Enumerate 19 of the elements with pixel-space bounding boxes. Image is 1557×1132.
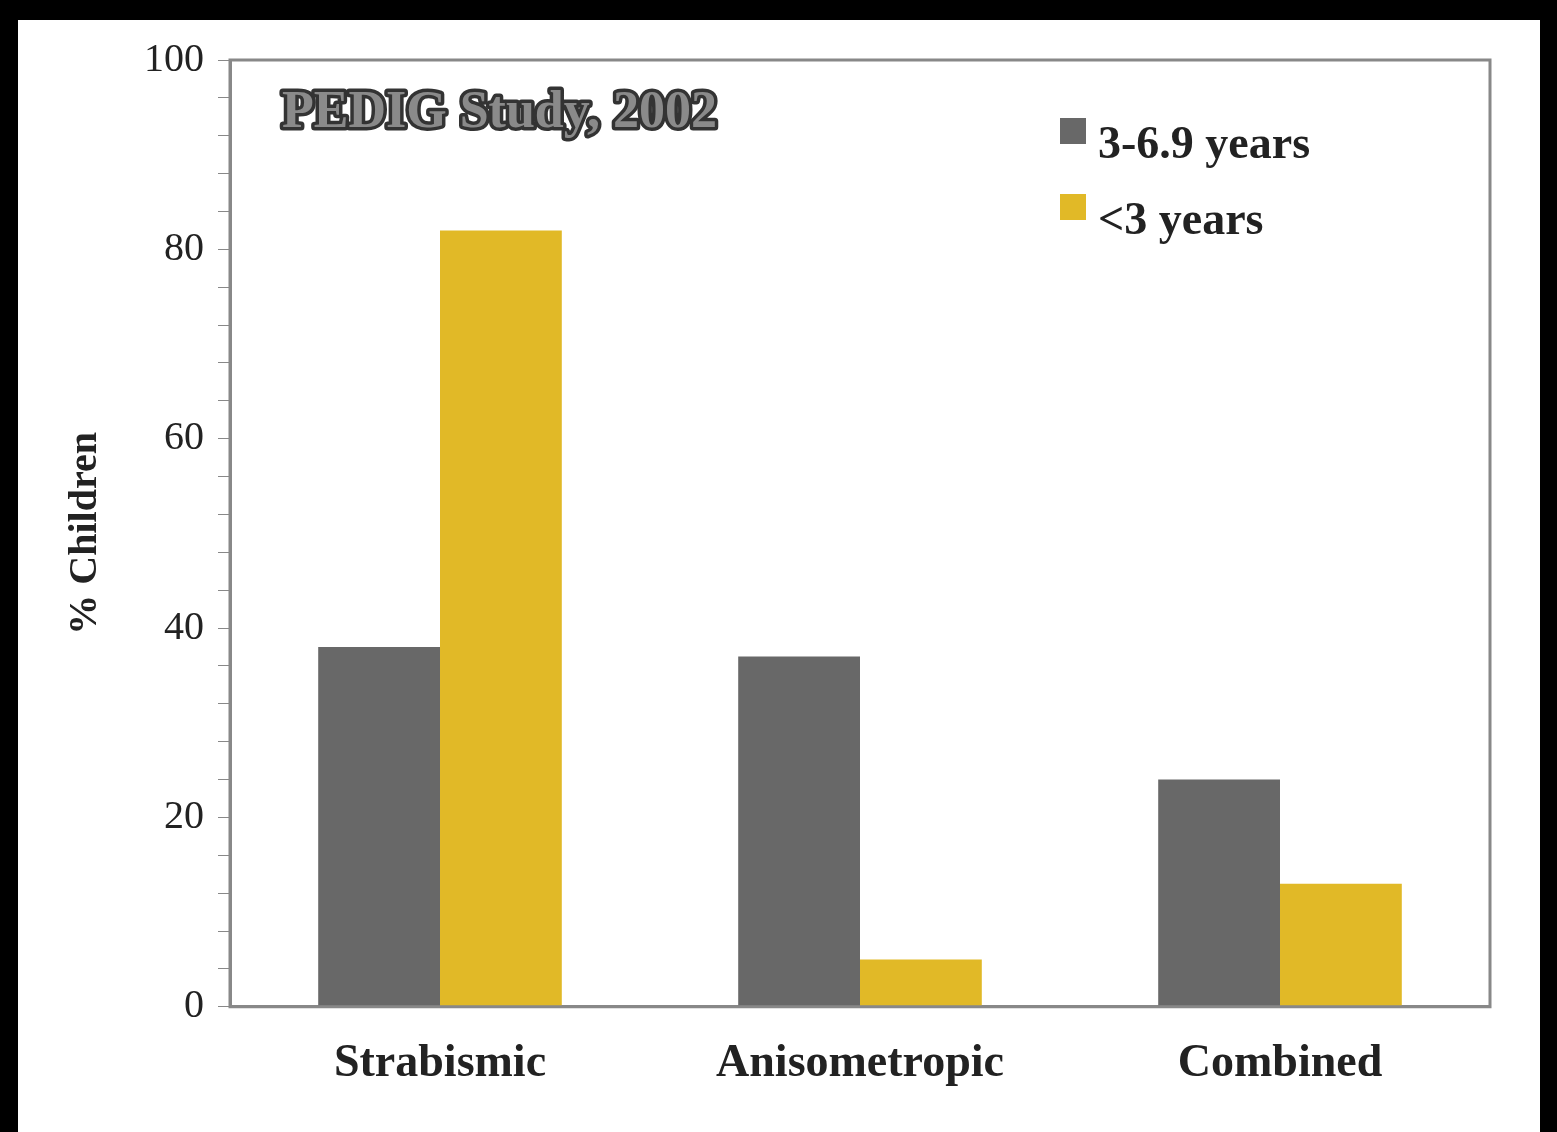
bar	[860, 959, 982, 1007]
y-tick-label: 100	[144, 34, 204, 80]
legend-label: <3 years	[1098, 192, 1264, 244]
bar	[440, 230, 562, 1007]
chart-title: PEDIG Study, 2002	[282, 81, 717, 139]
bar	[738, 656, 860, 1007]
y-tick-label: 0	[184, 981, 204, 1027]
y-tick-label: 80	[164, 223, 204, 269]
y-tick-label: 60	[164, 413, 204, 459]
bar	[1280, 883, 1402, 1007]
x-tick-label: Strabismic	[333, 1035, 547, 1087]
x-tick-label: Combined	[1177, 1035, 1383, 1087]
x-tick-label: Anisometropic	[716, 1035, 1004, 1087]
y-tick-label: 20	[164, 791, 204, 837]
legend-label: 3-6.9 years	[1098, 116, 1311, 168]
bar	[1158, 779, 1280, 1007]
bar	[318, 647, 440, 1007]
y-tick-label: 40	[164, 602, 204, 648]
y-axis-title: % Children	[60, 432, 106, 635]
